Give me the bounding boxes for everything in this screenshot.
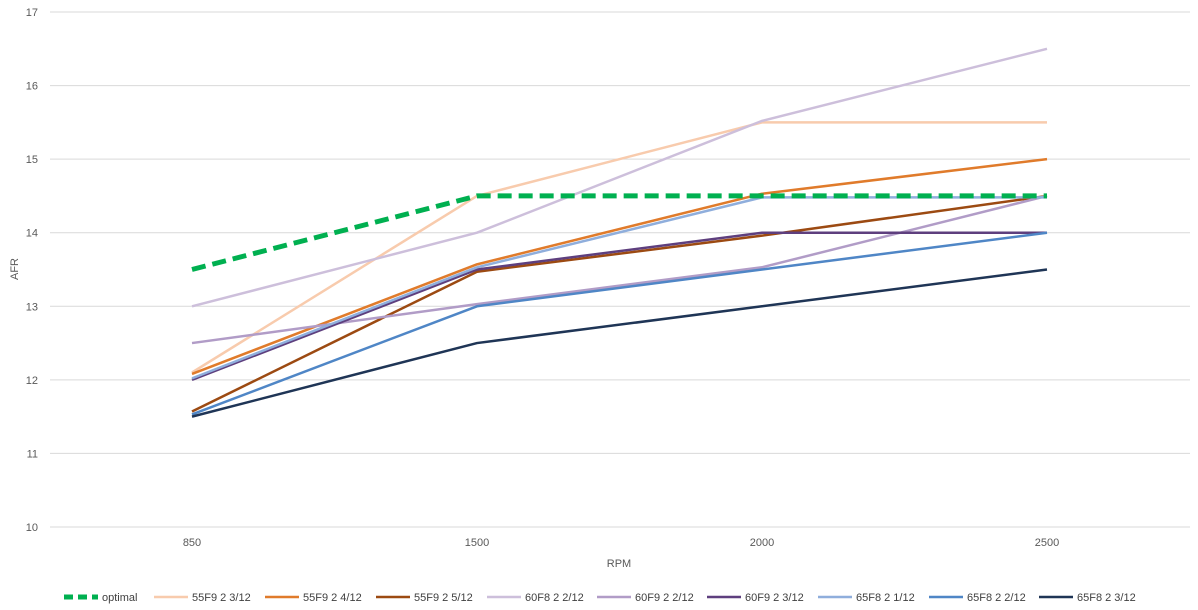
y-tick-label: 12 (26, 375, 38, 387)
series-line-65f8-2-3-12 (191, 268, 1048, 418)
legend-label: 60F9 2 2/12 (635, 592, 694, 604)
legend-label: 65F8 2 2/12 (967, 592, 1026, 604)
x-tick-label: 2500 (1035, 537, 1059, 549)
series-line-optimal (191, 193, 1047, 272)
series-line-60f8-2-2-12 (191, 47, 1048, 308)
y-tick-labels: 10 11 12 13 14 15 16 17 (26, 7, 38, 534)
legend: optimal 55F9 2 3/12 55F9 2 4/12 55F9 2 5/12… (64, 592, 1136, 604)
legend-label: 65F8 2 1/12 (856, 592, 915, 604)
legend-label: 60F9 2 3/12 (745, 592, 804, 604)
y-axis-title: AFR (9, 258, 21, 280)
y-tick-label: 11 (27, 448, 38, 460)
y-tick-label: 17 (26, 7, 38, 19)
y-tick-label: 14 (26, 228, 38, 240)
y-tick-label: 16 (26, 81, 38, 93)
series-lines (191, 47, 1048, 418)
legend-label: 60F8 2 2/12 (525, 592, 584, 604)
series-line-60f9-2-3-12 (191, 231, 1047, 382)
legend-label: 65F8 2 3/12 (1077, 592, 1136, 604)
series-line-55f9-2-5-12 (191, 194, 1048, 413)
x-tick-label: 1500 (465, 537, 489, 549)
series-line-55f9-2-4-12 (191, 157, 1048, 376)
series-line-60f9-2-2-12 (191, 194, 1048, 345)
series-line-55f9-2-3-12 (191, 121, 1047, 374)
legend-label: optimal (102, 592, 137, 604)
x-axis-title: RPM (607, 558, 631, 570)
x-tick-label: 850 (183, 537, 201, 549)
gridlines (50, 11, 1190, 528)
legend-label: 55F9 2 4/12 (303, 592, 362, 604)
series-line-65f8-2-2-12 (191, 231, 1048, 416)
y-tick-label: 15 (26, 154, 38, 166)
x-tick-label: 2000 (750, 537, 774, 549)
x-tick-labels: 850 1500 2000 2500 (183, 537, 1059, 549)
y-tick-label: 10 (26, 522, 38, 534)
legend-label: 55F9 2 5/12 (414, 592, 473, 604)
legend-label: 55F9 2 3/12 (192, 592, 251, 604)
y-tick-label: 13 (26, 301, 38, 313)
